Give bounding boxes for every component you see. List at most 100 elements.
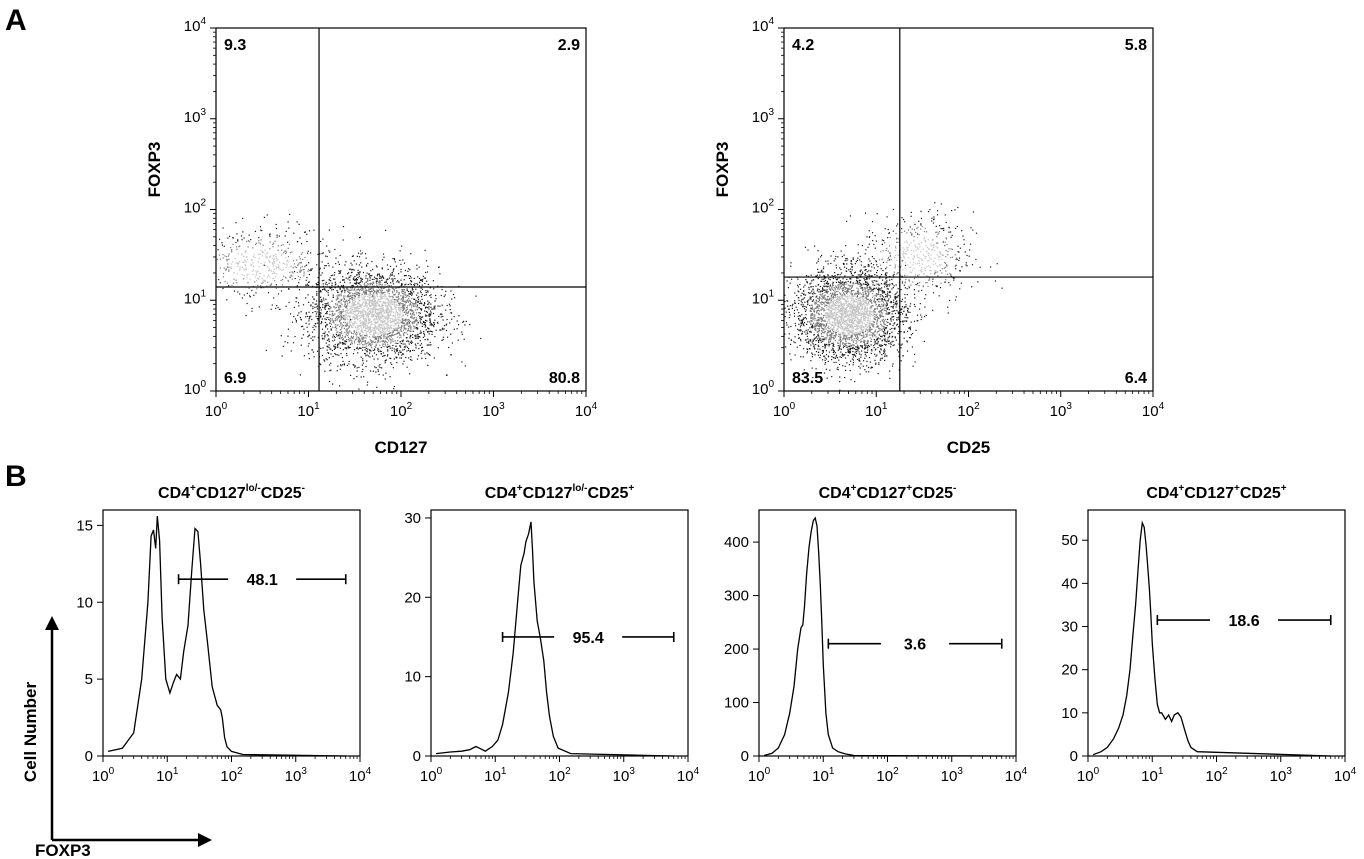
scatter-point bbox=[349, 268, 351, 270]
scatter-point bbox=[299, 277, 301, 279]
scatter-point bbox=[368, 273, 370, 275]
scatter-point bbox=[846, 299, 848, 301]
scatter-point bbox=[420, 308, 422, 310]
scatter-point bbox=[402, 291, 404, 293]
scatter-point bbox=[398, 273, 400, 275]
scatter-point bbox=[811, 367, 813, 369]
scatter-point bbox=[873, 314, 875, 316]
scatter-point bbox=[302, 325, 304, 327]
scatter-point bbox=[813, 328, 815, 330]
scatter-point bbox=[332, 336, 334, 338]
scatter-point bbox=[415, 320, 417, 322]
scatter-point bbox=[414, 319, 417, 322]
scatter-point bbox=[402, 318, 404, 320]
scatter-point bbox=[378, 351, 380, 353]
scatter-point bbox=[406, 350, 408, 352]
scatter-point bbox=[247, 240, 250, 242]
scatter-point bbox=[340, 285, 343, 287]
scatter-point bbox=[333, 305, 335, 308]
scatter-point bbox=[414, 343, 416, 345]
scatter-point bbox=[379, 336, 382, 338]
scatter-point bbox=[336, 298, 338, 300]
scatter-point bbox=[388, 336, 390, 338]
scatter-point bbox=[302, 334, 304, 336]
scatter-point bbox=[349, 320, 351, 322]
scatter-point bbox=[376, 291, 378, 293]
scatter-point bbox=[844, 288, 846, 290]
scatter-point bbox=[396, 311, 398, 314]
scatter-point bbox=[329, 251, 331, 253]
scatter-point bbox=[885, 293, 887, 295]
scatter-point bbox=[360, 280, 362, 282]
scatter-point bbox=[387, 313, 389, 316]
scatter-point bbox=[340, 329, 342, 331]
scatter-point bbox=[828, 287, 830, 289]
scatter-point bbox=[838, 301, 840, 303]
scatter-point bbox=[257, 261, 259, 263]
scatter-point bbox=[399, 311, 401, 313]
scatter-point bbox=[373, 293, 375, 295]
scatter-point bbox=[380, 353, 383, 355]
scatter-point bbox=[915, 283, 917, 286]
scatter-point bbox=[407, 349, 410, 351]
scatter-point bbox=[814, 348, 816, 350]
scatter-point bbox=[396, 350, 398, 352]
scatter-point bbox=[345, 314, 347, 316]
scatter-point bbox=[411, 316, 413, 318]
scatter-point bbox=[296, 271, 298, 274]
scatter-point bbox=[344, 295, 346, 297]
scatter-point bbox=[246, 256, 248, 258]
scatter-point bbox=[406, 337, 408, 339]
scatter-point bbox=[348, 325, 350, 327]
scatter-point bbox=[391, 347, 393, 349]
scatter-point bbox=[357, 317, 359, 319]
scatter-point bbox=[395, 296, 397, 298]
scatter-point bbox=[316, 284, 318, 286]
scatter-point bbox=[866, 278, 868, 280]
scatter-point bbox=[881, 239, 883, 241]
scatter-point bbox=[360, 289, 362, 291]
scatter-point bbox=[239, 268, 241, 270]
scatter-point bbox=[843, 254, 845, 256]
scatter-point bbox=[358, 293, 361, 295]
scatter-point bbox=[351, 332, 353, 334]
scatter-point bbox=[382, 352, 385, 354]
scatter-point bbox=[852, 313, 855, 315]
scatter-point bbox=[375, 282, 377, 284]
scatter-point bbox=[328, 229, 330, 231]
scatter-point bbox=[394, 352, 396, 354]
scatter-point bbox=[878, 310, 880, 312]
scatter-point bbox=[812, 326, 814, 328]
scatter-point bbox=[826, 334, 828, 336]
scatter-point bbox=[372, 341, 374, 343]
scatter-point bbox=[323, 315, 325, 317]
scatter-point bbox=[811, 320, 813, 322]
scatter-point bbox=[330, 353, 332, 355]
scatter-point bbox=[364, 346, 366, 348]
scatter-point bbox=[371, 313, 373, 315]
scatter-point bbox=[381, 309, 383, 311]
scatter-point bbox=[446, 304, 448, 307]
scatter-point bbox=[409, 299, 411, 302]
y-tick-label: 104 bbox=[184, 16, 207, 35]
scatter-point bbox=[463, 320, 465, 322]
scatter-point bbox=[359, 312, 361, 314]
scatter-point bbox=[895, 339, 897, 341]
scatter-point bbox=[413, 284, 415, 286]
scatter-point bbox=[840, 332, 842, 334]
scatter-point bbox=[405, 274, 407, 277]
scatter-point bbox=[805, 339, 807, 341]
scatter-point bbox=[817, 304, 819, 306]
scatter-point bbox=[402, 303, 404, 305]
scatter-point bbox=[270, 284, 272, 286]
scatter-point bbox=[396, 348, 399, 350]
scatter-point bbox=[842, 354, 844, 356]
scatter-point bbox=[871, 290, 873, 292]
scatter-point bbox=[277, 258, 279, 260]
scatter-point bbox=[277, 293, 280, 295]
scatter-point bbox=[266, 252, 268, 254]
scatter-point bbox=[378, 329, 380, 332]
scatter-point bbox=[891, 288, 893, 290]
scatter-point bbox=[357, 336, 359, 338]
scatter-point bbox=[362, 340, 364, 342]
